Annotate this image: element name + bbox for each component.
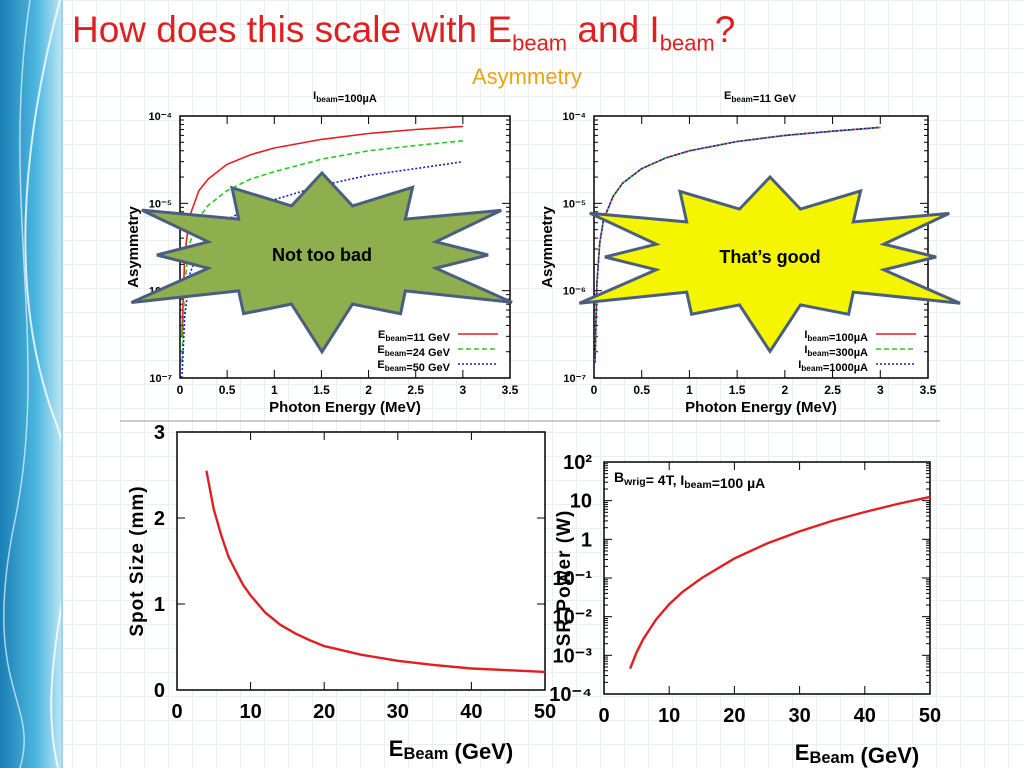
- x-tick-label: 1.5: [729, 383, 746, 397]
- y-tick-label: 3: [154, 422, 165, 444]
- callout-not-too-bad-label: Not too bad: [272, 245, 372, 265]
- x-tick-label: 2: [782, 383, 789, 397]
- x-tick-label: 1.5: [313, 383, 330, 397]
- x-tick-label: 30: [788, 705, 810, 727]
- x-tick-label: 50: [534, 701, 556, 723]
- y-tick-label: 10²: [563, 452, 592, 474]
- y-tick-label: 2: [154, 508, 165, 530]
- y-tick-label: 10⁻⁴: [149, 111, 172, 123]
- legend-label: Ebeam=11 GeV: [378, 329, 451, 344]
- chart-sr_power: 0 10 20 30 40 50 10⁻⁴ 10⁻³ 10⁻² 10⁻¹ 1 10 10² EBeam (…: [549, 452, 941, 768]
- title-sub-beam-2: beam: [659, 30, 715, 56]
- x-axis-label: EBeam (GeV): [795, 740, 919, 768]
- plot-frame: [176, 431, 546, 691]
- plot-frame: [603, 461, 931, 695]
- y-tick-label: 10⁻⁵: [563, 198, 586, 210]
- y-tick-label: 10⁻⁵: [149, 198, 172, 210]
- legend-label: Ebeam=50 GeV: [377, 359, 450, 374]
- chart-title: Ebeam=11 GeV: [724, 90, 797, 105]
- slide-side-decoration: [0, 0, 70, 768]
- y-tick-label: 0: [154, 680, 165, 702]
- callout-not-too-bad: Not too bad: [130, 170, 513, 355]
- legend-label: Ibeam=100µA: [804, 329, 868, 344]
- x-tick-label: 10: [239, 701, 261, 723]
- y-tick-label: 10⁻⁶: [563, 286, 586, 298]
- x-tick-label: 3: [460, 383, 467, 397]
- y-tick-label: 10: [570, 491, 592, 513]
- x-tick-label: 0: [598, 705, 609, 727]
- x-tick-label: 40: [854, 705, 876, 727]
- series-line-1: [205, 470, 546, 674]
- series-line-3: [594, 126, 881, 363]
- title-suffix: ?: [714, 9, 736, 50]
- x-tick-label: 40: [460, 701, 482, 723]
- legend-label: Ibeam=300µA: [804, 344, 868, 359]
- y-tick-label: 10⁻²: [553, 607, 593, 629]
- y-axis-label: Asymmetry: [125, 205, 142, 287]
- x-axis-label: Photon Energy (MeV): [685, 399, 837, 416]
- x-tick-label: 3.5: [920, 383, 937, 397]
- x-tick-label: 0: [171, 701, 182, 723]
- chart-annotation: Bwrig= 4T, Ibeam=100 µA: [614, 469, 765, 491]
- x-tick-label: 20: [723, 705, 745, 727]
- legend-label: Ebeam=24 GeV: [377, 344, 450, 359]
- x-tick-label: 2.5: [407, 383, 424, 397]
- title-mid: and I: [567, 9, 660, 50]
- y-axis-label: Spot Size (mm): [127, 485, 148, 636]
- x-tick-label: 20: [313, 701, 335, 723]
- x-tick-label: 0: [591, 383, 598, 397]
- y-tick-label: 10⁻⁷: [563, 373, 586, 385]
- title-sub-beam-1: beam: [512, 30, 568, 56]
- x-axis-label: Photon Energy (MeV): [269, 399, 421, 416]
- x-tick-label: 0.5: [633, 383, 650, 397]
- x-tick-label: 50: [919, 705, 941, 727]
- slide-subtitle: Asymmetry: [472, 64, 582, 89]
- x-tick-label: 1: [271, 383, 278, 397]
- x-tick-label: 0: [177, 383, 184, 397]
- y-tick-label: 10⁻⁴: [549, 684, 592, 706]
- x-tick-label: 3: [877, 383, 884, 397]
- callout-thats-good: That’s good: [578, 174, 961, 355]
- x-tick-label: 2: [365, 383, 372, 397]
- x-tick-label: 0.5: [219, 383, 236, 397]
- y-tick-label: 10⁻⁷: [149, 373, 172, 385]
- x-axis-label: EBeam (GeV): [389, 736, 513, 764]
- callout-not-too-bad-shape: [130, 170, 513, 355]
- x-tick-label: 30: [387, 701, 409, 723]
- slide-title: How does this scale with Ebeam and Ibeam…: [72, 8, 735, 65]
- y-tick-label: 10⁻¹: [553, 568, 593, 590]
- y-axis-label: SR Power (W): [554, 510, 575, 647]
- x-tick-label: 2.5: [824, 383, 841, 397]
- series-line-1: [628, 495, 931, 670]
- x-tick-label: 10: [658, 705, 680, 727]
- y-tick-label: 1: [581, 529, 592, 551]
- legend-label: Ibeam=1000µA: [798, 359, 868, 374]
- y-tick-label: 10⁻³: [553, 645, 593, 667]
- x-tick-label: 3.5: [502, 383, 519, 397]
- callout-thats-good-shape: [578, 174, 961, 355]
- chart-spot_size: 0 10 20 30 40 50 0 1 2 3 EBeam (GeV) Spot Size (mm): [127, 422, 556, 764]
- title-prefix: How does this scale with E: [72, 9, 513, 50]
- x-tick-label: 1: [686, 383, 693, 397]
- y-axis-label: Asymmetry: [539, 205, 556, 287]
- y-tick-label: 1: [154, 594, 165, 616]
- chart-title: Ibeam=100µA: [313, 90, 377, 105]
- callout-thats-good-label: That’s good: [719, 247, 820, 267]
- y-tick-label: 10⁻⁴: [563, 111, 586, 123]
